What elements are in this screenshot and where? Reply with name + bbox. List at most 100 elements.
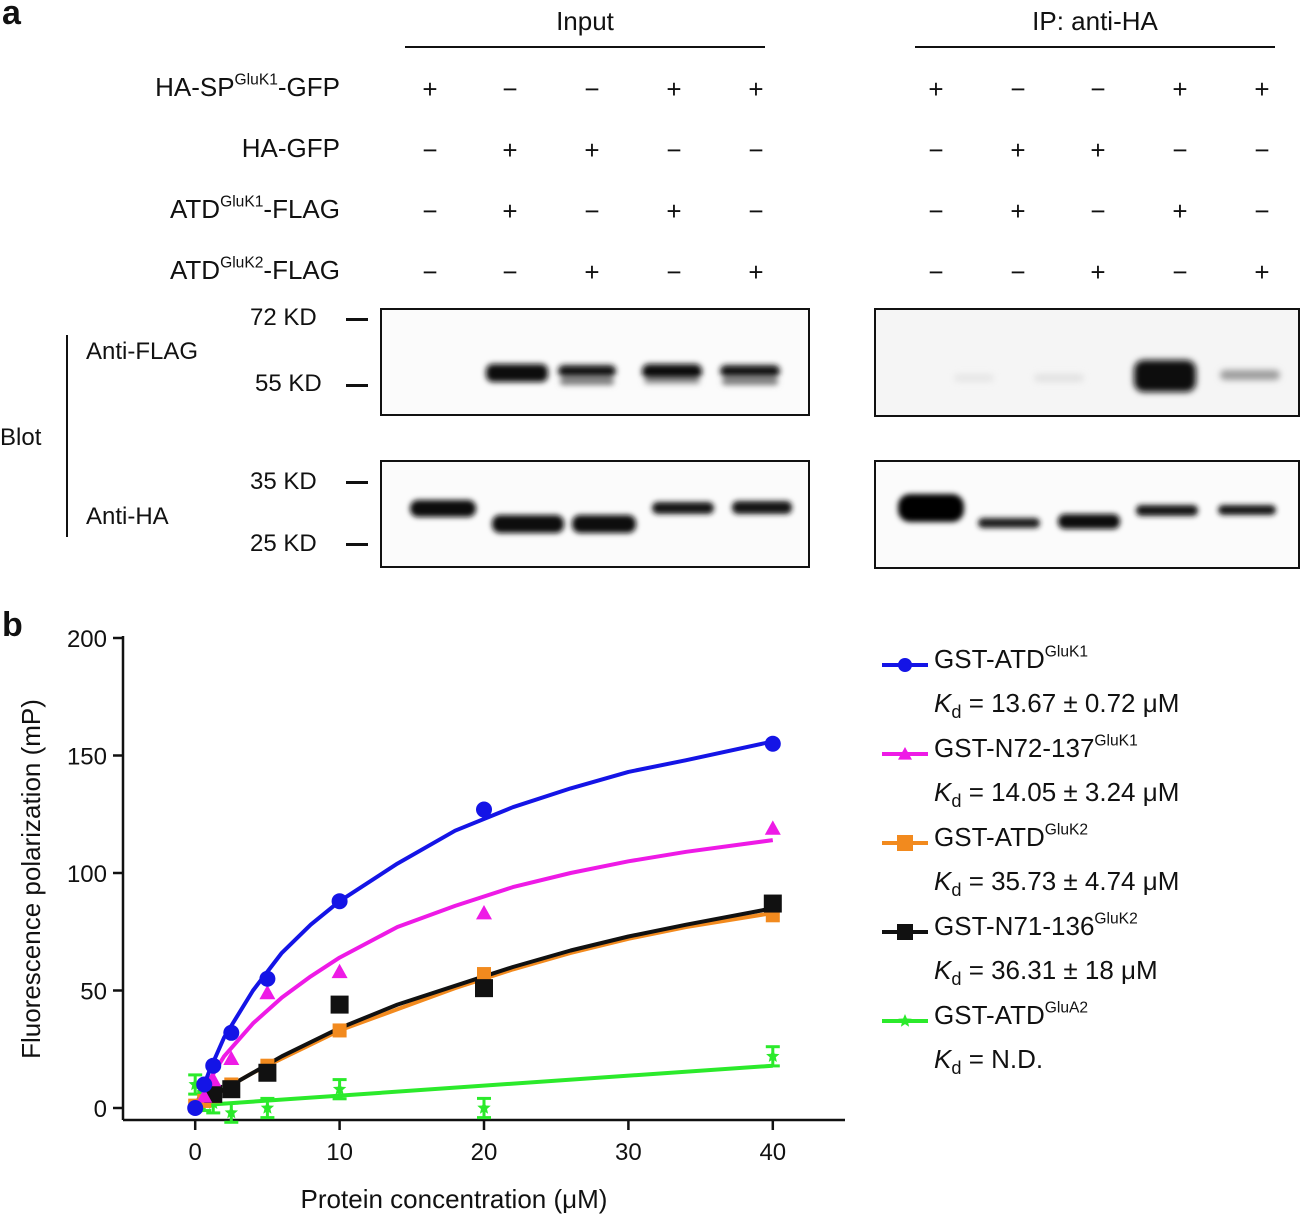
legend-name-sup-4: GluK2 xyxy=(1094,910,1138,928)
data-point-series-5-7 xyxy=(766,1049,780,1062)
band-ip-flag-faint-1 xyxy=(954,374,994,382)
x-tick-label-0: 0 xyxy=(189,1139,202,1166)
legend-name-sup-1: GluK1 xyxy=(1044,643,1089,661)
sign-input-r1-l5: + xyxy=(748,74,764,104)
sign-input-r1-l1: + xyxy=(422,74,438,104)
data-point-series-1-3 xyxy=(223,1024,240,1041)
data-point-series-1-4 xyxy=(259,970,276,987)
x-tick-label-40: 40 xyxy=(759,1139,786,1166)
data-point-series-2-3 xyxy=(259,984,276,1000)
anti-flag-label: Anti-FLAG xyxy=(86,338,199,365)
data-point-series-4-1 xyxy=(222,1080,241,1099)
legend-entry-3: GST-ATDGluK2 Kd = 35.73 ± 4.74 μM xyxy=(878,822,1298,907)
sign-input-r4-l3: + xyxy=(584,257,600,287)
sign-ip-r4-l4: − xyxy=(1172,257,1188,287)
legend-swatch-2 xyxy=(882,747,928,760)
legend-entry-2: GST-N72-137GluK1 Kd = 14.05 ± 3.24 μM xyxy=(878,733,1298,818)
anti-ha-label: Anti-HA xyxy=(86,503,169,530)
row-label-atd-gluk1-flag: ATDGluK1-FLAG xyxy=(170,193,340,224)
band-input-flag-l4b xyxy=(644,379,700,384)
data-point-series-2-6 xyxy=(764,820,781,835)
data-point-series-1-5 xyxy=(331,893,348,910)
fit-line-series-4 xyxy=(194,906,774,1110)
data-point-series-2-2 xyxy=(223,1050,240,1066)
group-label-input: Input xyxy=(556,6,614,36)
legend-swatch-1 xyxy=(882,658,928,672)
band-input-flag-l4 xyxy=(642,364,702,379)
marker-35kd-label: 35 KD xyxy=(250,468,317,495)
sign-ip-r4-l2: − xyxy=(1010,257,1026,287)
data-point-series-5-6 xyxy=(477,1101,491,1114)
band-input-ha-l2 xyxy=(492,515,564,533)
legend-entry-1: GST-ATDGluK1 Kd = 13.67 ± 0.72 μM xyxy=(878,644,1298,729)
y-tick-label-50: 50 xyxy=(80,979,107,1006)
sign-input-r3-l3: − xyxy=(584,196,600,226)
sign-input-r3-l2: + xyxy=(502,196,518,226)
sign-input-r2-l4: − xyxy=(666,135,682,165)
band-ip-ha-l1 xyxy=(898,494,964,522)
sign-input-r2-l2: + xyxy=(502,135,518,165)
data-point-series-4-3 xyxy=(330,995,349,1014)
sign-ip-r1-l3: − xyxy=(1090,74,1106,104)
group-line-input xyxy=(405,46,765,48)
band-input-ha-l1 xyxy=(410,500,476,517)
legend-entry-5: GST-ATDGluA2 Kd = N.D. xyxy=(878,1000,1298,1085)
legend-swatch-marker-5 xyxy=(898,1014,912,1027)
band-input-ha-l3 xyxy=(572,515,636,533)
x-tick-label-10: 10 xyxy=(326,1139,353,1166)
legend-kd-5: Kd = N.D. xyxy=(934,1044,1044,1079)
row-label-ha-sp-gluk1-gfp: HA-SPGluK1-GFP xyxy=(155,71,340,102)
band-ip-ha-l3 xyxy=(1058,514,1120,529)
legend-name-3: GST-ATD xyxy=(934,822,1045,852)
sign-ip-r1-l5: + xyxy=(1254,74,1270,104)
sign-input-r3-l1: − xyxy=(422,196,438,226)
x-tick-label-30: 30 xyxy=(615,1139,642,1166)
fit-line-series-2 xyxy=(193,838,774,1109)
band-input-flag-l2 xyxy=(486,364,548,382)
marker-72kd-tick xyxy=(346,318,368,321)
legend-name-sup-5: GluA2 xyxy=(1044,999,1089,1017)
group-label-ip: IP: anti-HA xyxy=(1032,6,1158,36)
data-point-series-2-5 xyxy=(476,904,492,920)
band-input-flag-l5 xyxy=(720,365,780,377)
legend-name-sup-3: GluK2 xyxy=(1044,821,1089,839)
legend-entry-4: GST-N71-136GluK2 Kd = 36.31 ± 18 μM xyxy=(878,911,1298,996)
legend-swatch-marker-3 xyxy=(897,835,913,851)
legend-name-4: GST-N71-136 xyxy=(934,911,1095,941)
data-point-series-1-0 xyxy=(187,1100,204,1116)
row-label-atd-gluk2-flag: ATDGluK2-FLAG xyxy=(170,254,340,285)
blot-ip-anti-ha xyxy=(874,460,1300,569)
x-tick-label-20: 20 xyxy=(471,1139,498,1166)
legend-label-2: GST-N72-137GluK1 xyxy=(934,733,1138,764)
legend-swatch-5 xyxy=(882,1014,928,1027)
panel-letter-b: b xyxy=(2,606,23,644)
legend-label-3: GST-ATDGluK2 xyxy=(934,822,1088,853)
sign-ip-r1-l1: + xyxy=(928,74,944,104)
legend-swatch-4 xyxy=(882,924,928,940)
marker-55kd-tick xyxy=(346,384,368,387)
marker-35kd-tick xyxy=(346,481,368,484)
fit-line-series-3 xyxy=(194,911,774,1110)
legend-swatch-marker-2 xyxy=(898,747,912,760)
data-point-series-3-6 xyxy=(477,967,491,982)
legend-swatch-3 xyxy=(882,835,928,851)
band-ip-flag-l5 xyxy=(1220,370,1280,380)
legend-name-1: GST-ATD xyxy=(934,644,1045,674)
data-point-series-1-1 xyxy=(196,1076,213,1093)
data-point-series-4-4 xyxy=(475,979,493,998)
band-ip-ha-l4 xyxy=(1136,505,1198,516)
legend-label-4: GST-N71-136GluK2 xyxy=(934,911,1138,942)
group-line-ip xyxy=(915,46,1275,48)
sign-input-r1-l2: − xyxy=(502,74,518,104)
data-point-series-5-5 xyxy=(332,1082,347,1095)
sign-ip-r3-l2: + xyxy=(1010,196,1026,226)
blot-input-anti-flag xyxy=(380,308,810,416)
panel-letter-a: a xyxy=(2,0,21,32)
data-point-series-4-5 xyxy=(763,894,782,913)
sign-ip-r2-l4: − xyxy=(1172,135,1188,165)
sign-ip-r2-l1: − xyxy=(928,135,944,165)
legend-kd-1: Kd = 13.67 ± 0.72 μM xyxy=(934,688,1180,723)
legend-name-2: GST-N72-137 xyxy=(934,733,1095,763)
sign-ip-r1-l4: + xyxy=(1172,74,1188,104)
sign-input-r3-l5: − xyxy=(748,196,764,226)
